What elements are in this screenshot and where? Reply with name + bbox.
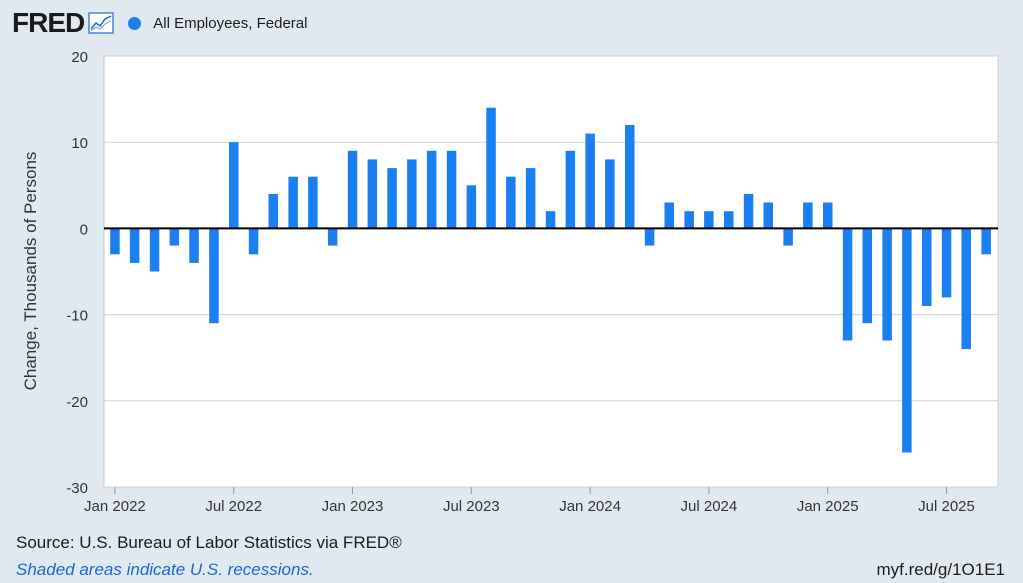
y-tick-label: -20 [66,394,88,411]
y-tick-label: 0 [80,221,88,238]
y-tick-label: -10 [66,308,88,325]
bar[interactable] [605,159,615,229]
x-tick-label: Jan 2024 [559,498,621,515]
bar[interactable] [961,228,972,350]
bar[interactable] [763,202,774,229]
y-tick-label: 20 [71,49,88,66]
gridlines [104,55,998,488]
x-tick-label: Jul 2023 [443,498,500,515]
bar[interactable] [922,228,932,306]
legend[interactable]: All Employees, Federal [128,15,307,32]
x-tick-label: Jan 2025 [797,498,859,515]
bar[interactable] [288,176,298,229]
bar[interactable] [585,133,595,229]
fred-logo[interactable]: FRED [12,7,85,38]
bar[interactable] [347,150,358,229]
bar[interactable] [486,107,496,229]
x-tick-label: Jan 2023 [322,498,384,515]
bar[interactable] [407,159,417,229]
bar[interactable] [882,228,892,341]
bar[interactable] [506,176,516,229]
legend-marker [128,16,142,30]
bar[interactable] [387,168,397,229]
bar[interactable] [981,228,991,255]
x-tick-label: Jul 2024 [681,498,738,515]
bar[interactable] [327,228,338,246]
bar[interactable] [466,185,477,229]
x-tick-label: Jul 2022 [205,498,262,515]
bar[interactable] [229,142,239,229]
bar[interactable] [149,228,160,272]
bar[interactable] [941,228,952,298]
bar[interactable] [644,228,655,246]
line-chart-icon [88,12,114,34]
bar[interactable] [704,211,714,229]
bar[interactable] [367,159,378,229]
bar[interactable] [248,228,259,255]
bar[interactable] [565,150,576,229]
bar[interactable] [625,125,635,229]
source-note: Source: U.S. Bureau of Labor Statistics … [16,533,402,552]
bar[interactable] [545,211,556,229]
bar[interactable] [862,228,873,324]
bar-series [110,107,991,453]
bar[interactable] [308,176,318,229]
bar[interactable] [189,228,199,263]
y-tick-label: 10 [71,135,88,152]
bar[interactable] [129,228,140,263]
x-tick-label: Jan 2022 [84,498,146,515]
bar[interactable] [169,228,180,246]
y-tick-label: -30 [66,480,88,497]
bar[interactable] [664,202,675,229]
bar[interactable] [743,193,754,229]
bar[interactable] [902,228,912,453]
y-axis-ticks: 20 10 0 -10 -20 -30 [66,49,88,497]
legend-label: All Employees, Federal [153,14,308,32]
y-axis-label: Change, Thousands of Persons [21,152,40,391]
bar[interactable] [525,168,536,229]
chart-header: FRED All Employees, Federal [12,7,307,38]
bar[interactable] [783,228,793,246]
bar[interactable] [803,202,813,229]
bar[interactable] [684,211,694,229]
bar[interactable] [842,228,853,341]
bar[interactable] [110,228,120,255]
bar[interactable] [268,193,279,229]
recession-note: Shaded areas indicate U.S. recessions. [16,560,314,579]
x-axis-ticks: Jan 2022 Jul 2022 Jan 2023 Jul 2023 Jan 2024… [84,487,975,515]
bar[interactable] [426,150,437,229]
x-tick-label: Jul 2025 [918,498,975,515]
bar[interactable] [209,228,219,324]
bar[interactable] [446,150,457,229]
bar[interactable] [823,202,833,229]
bar[interactable] [724,211,734,229]
short-link[interactable]: myf.red/g/1O1E1 [876,560,1005,579]
